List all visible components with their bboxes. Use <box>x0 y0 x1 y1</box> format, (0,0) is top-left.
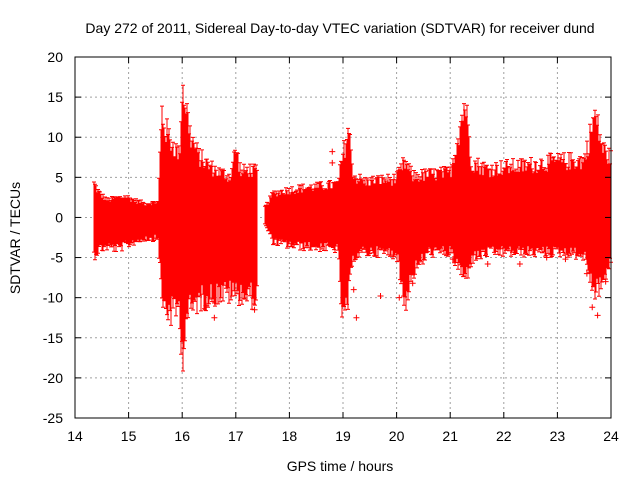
x-axis-label: GPS time / hours <box>287 458 394 474</box>
y-tick-label: -20 <box>43 370 63 386</box>
outlier-point <box>449 256 456 263</box>
y-axis-label: SDTVAR / TECUs <box>7 182 23 294</box>
x-tick-label: 21 <box>442 428 458 444</box>
y-tick-label: 5 <box>55 169 63 185</box>
chart-title: Day 272 of 2011, Sidereal Day-to-day VTE… <box>85 20 594 36</box>
y-tick-label: 15 <box>47 89 63 105</box>
data-series <box>92 84 613 372</box>
outlier-point <box>396 294 403 301</box>
plot-frame <box>74 56 612 419</box>
segment-2-errorbars <box>263 103 613 318</box>
tick-labels: 14 15 16 17 18 19 20 21 22 23 24 -25 -20 -15 -10 -5 0 5 10… <box>43 49 619 444</box>
outlier-point <box>516 260 523 267</box>
outlier-point <box>350 286 357 293</box>
x-tick-label: 24 <box>603 428 619 444</box>
outlier-point <box>329 159 336 166</box>
x-tick-label: 15 <box>121 428 137 444</box>
x-tick-label: 14 <box>67 428 83 444</box>
outlier-point <box>203 302 210 309</box>
outlier-point <box>583 270 590 277</box>
y-tick-label: 20 <box>47 49 63 65</box>
outlier-point <box>484 260 491 267</box>
y-tick-label: 10 <box>47 129 63 145</box>
y-tick-label: -25 <box>43 410 63 426</box>
x-tick-label: 19 <box>335 428 351 444</box>
outlier-point <box>377 293 384 300</box>
outlier-point <box>594 312 601 319</box>
outlier-point <box>211 314 218 321</box>
y-tick-label: -5 <box>51 250 64 266</box>
y-tick-label: -15 <box>43 330 63 346</box>
outlier-point <box>602 278 609 285</box>
outlier-point <box>589 304 596 311</box>
x-tick-label: 20 <box>389 428 405 444</box>
y-tick-label: 0 <box>55 209 63 225</box>
x-tick-label: 22 <box>496 428 512 444</box>
x-tick-label: 17 <box>228 428 244 444</box>
outlier-point <box>543 254 550 261</box>
x-tick-label: 16 <box>174 428 190 444</box>
outlier-point <box>251 306 258 313</box>
x-tick-label: 23 <box>550 428 566 444</box>
y-tick-label: -10 <box>43 290 63 306</box>
outlier-point <box>329 148 336 155</box>
outlier-point <box>353 314 360 321</box>
segment-1-errorbars <box>92 84 259 372</box>
x-tick-label: 18 <box>282 428 298 444</box>
outlier-point <box>562 256 569 263</box>
outlier-point <box>409 280 416 287</box>
